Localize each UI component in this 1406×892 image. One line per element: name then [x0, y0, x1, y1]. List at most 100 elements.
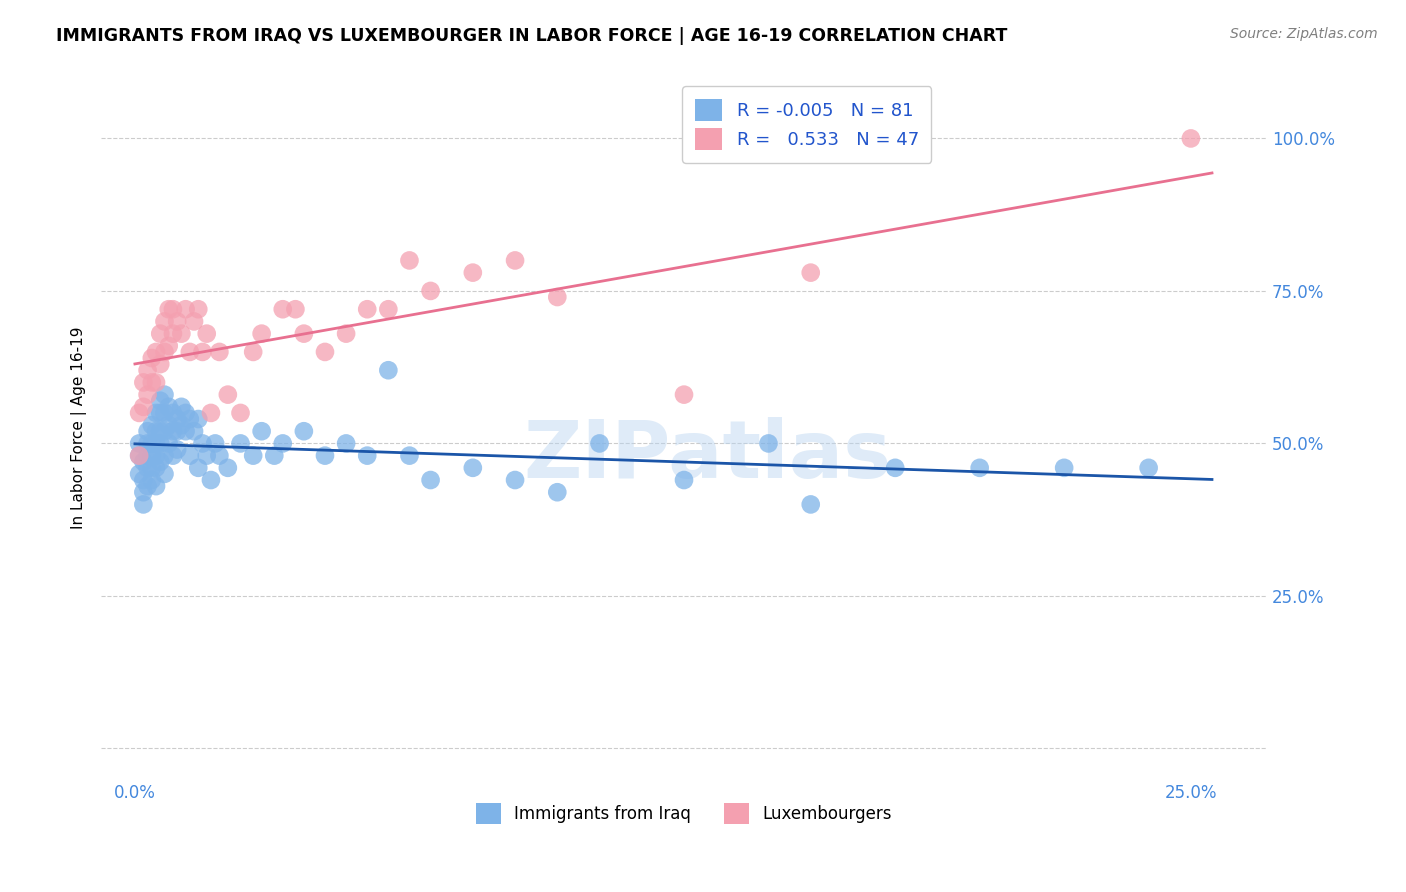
- Point: [136, 460, 159, 475]
- Point: [136, 424, 159, 438]
- Point: [162, 302, 184, 317]
- Point: [157, 418, 180, 433]
- Point: [503, 473, 526, 487]
- Point: [136, 449, 159, 463]
- Point: [174, 406, 197, 420]
- Point: [242, 345, 264, 359]
- Point: [174, 424, 197, 438]
- Point: [145, 436, 167, 450]
- Point: [179, 449, 201, 463]
- Point: [200, 473, 222, 487]
- Point: [145, 460, 167, 475]
- Point: [141, 376, 163, 390]
- Point: [128, 449, 150, 463]
- Point: [250, 326, 273, 341]
- Point: [200, 406, 222, 420]
- Point: [141, 351, 163, 365]
- Point: [157, 436, 180, 450]
- Point: [145, 376, 167, 390]
- Point: [242, 449, 264, 463]
- Point: [419, 284, 441, 298]
- Point: [153, 467, 176, 481]
- Point: [145, 424, 167, 438]
- Point: [314, 345, 336, 359]
- Point: [191, 345, 214, 359]
- Point: [335, 436, 357, 450]
- Point: [166, 412, 188, 426]
- Point: [141, 436, 163, 450]
- Point: [503, 253, 526, 268]
- Y-axis label: In Labor Force | Age 16-19: In Labor Force | Age 16-19: [72, 327, 87, 530]
- Point: [284, 302, 307, 317]
- Point: [149, 424, 172, 438]
- Point: [128, 467, 150, 481]
- Point: [546, 290, 568, 304]
- Point: [356, 302, 378, 317]
- Point: [141, 418, 163, 433]
- Point: [145, 449, 167, 463]
- Point: [672, 473, 695, 487]
- Point: [149, 357, 172, 371]
- Point: [136, 363, 159, 377]
- Point: [153, 345, 176, 359]
- Point: [136, 479, 159, 493]
- Point: [208, 345, 231, 359]
- Point: [546, 485, 568, 500]
- Point: [292, 424, 315, 438]
- Point: [187, 412, 209, 426]
- Point: [179, 345, 201, 359]
- Point: [884, 460, 907, 475]
- Text: IMMIGRANTS FROM IRAQ VS LUXEMBOURGER IN LABOR FORCE | AGE 16-19 CORRELATION CHAR: IMMIGRANTS FROM IRAQ VS LUXEMBOURGER IN …: [56, 27, 1008, 45]
- Point: [157, 302, 180, 317]
- Legend: Immigrants from Iraq, Luxembourgers: Immigrants from Iraq, Luxembourgers: [465, 793, 903, 834]
- Point: [153, 424, 176, 438]
- Text: Source: ZipAtlas.com: Source: ZipAtlas.com: [1230, 27, 1378, 41]
- Point: [461, 460, 484, 475]
- Point: [271, 436, 294, 450]
- Point: [229, 406, 252, 420]
- Point: [149, 436, 172, 450]
- Point: [166, 442, 188, 457]
- Point: [179, 412, 201, 426]
- Point: [419, 473, 441, 487]
- Point: [758, 436, 780, 450]
- Point: [204, 436, 226, 450]
- Point: [271, 302, 294, 317]
- Point: [217, 387, 239, 401]
- Point: [377, 302, 399, 317]
- Point: [128, 406, 150, 420]
- Point: [153, 314, 176, 328]
- Point: [145, 345, 167, 359]
- Point: [132, 400, 155, 414]
- Point: [136, 436, 159, 450]
- Point: [157, 400, 180, 414]
- Point: [800, 266, 823, 280]
- Point: [128, 436, 150, 450]
- Point: [149, 455, 172, 469]
- Point: [1053, 460, 1076, 475]
- Point: [183, 424, 205, 438]
- Point: [1180, 131, 1202, 145]
- Point: [128, 449, 150, 463]
- Point: [195, 326, 218, 341]
- Point: [969, 460, 991, 475]
- Point: [377, 363, 399, 377]
- Point: [187, 460, 209, 475]
- Point: [141, 473, 163, 487]
- Point: [153, 449, 176, 463]
- Point: [132, 498, 155, 512]
- Point: [398, 253, 420, 268]
- Point: [217, 460, 239, 475]
- Point: [187, 302, 209, 317]
- Point: [208, 449, 231, 463]
- Point: [800, 498, 823, 512]
- Point: [132, 455, 155, 469]
- Point: [162, 406, 184, 420]
- Point: [170, 326, 193, 341]
- Point: [157, 339, 180, 353]
- Point: [174, 302, 197, 317]
- Point: [191, 436, 214, 450]
- Point: [183, 314, 205, 328]
- Point: [292, 326, 315, 341]
- Point: [149, 406, 172, 420]
